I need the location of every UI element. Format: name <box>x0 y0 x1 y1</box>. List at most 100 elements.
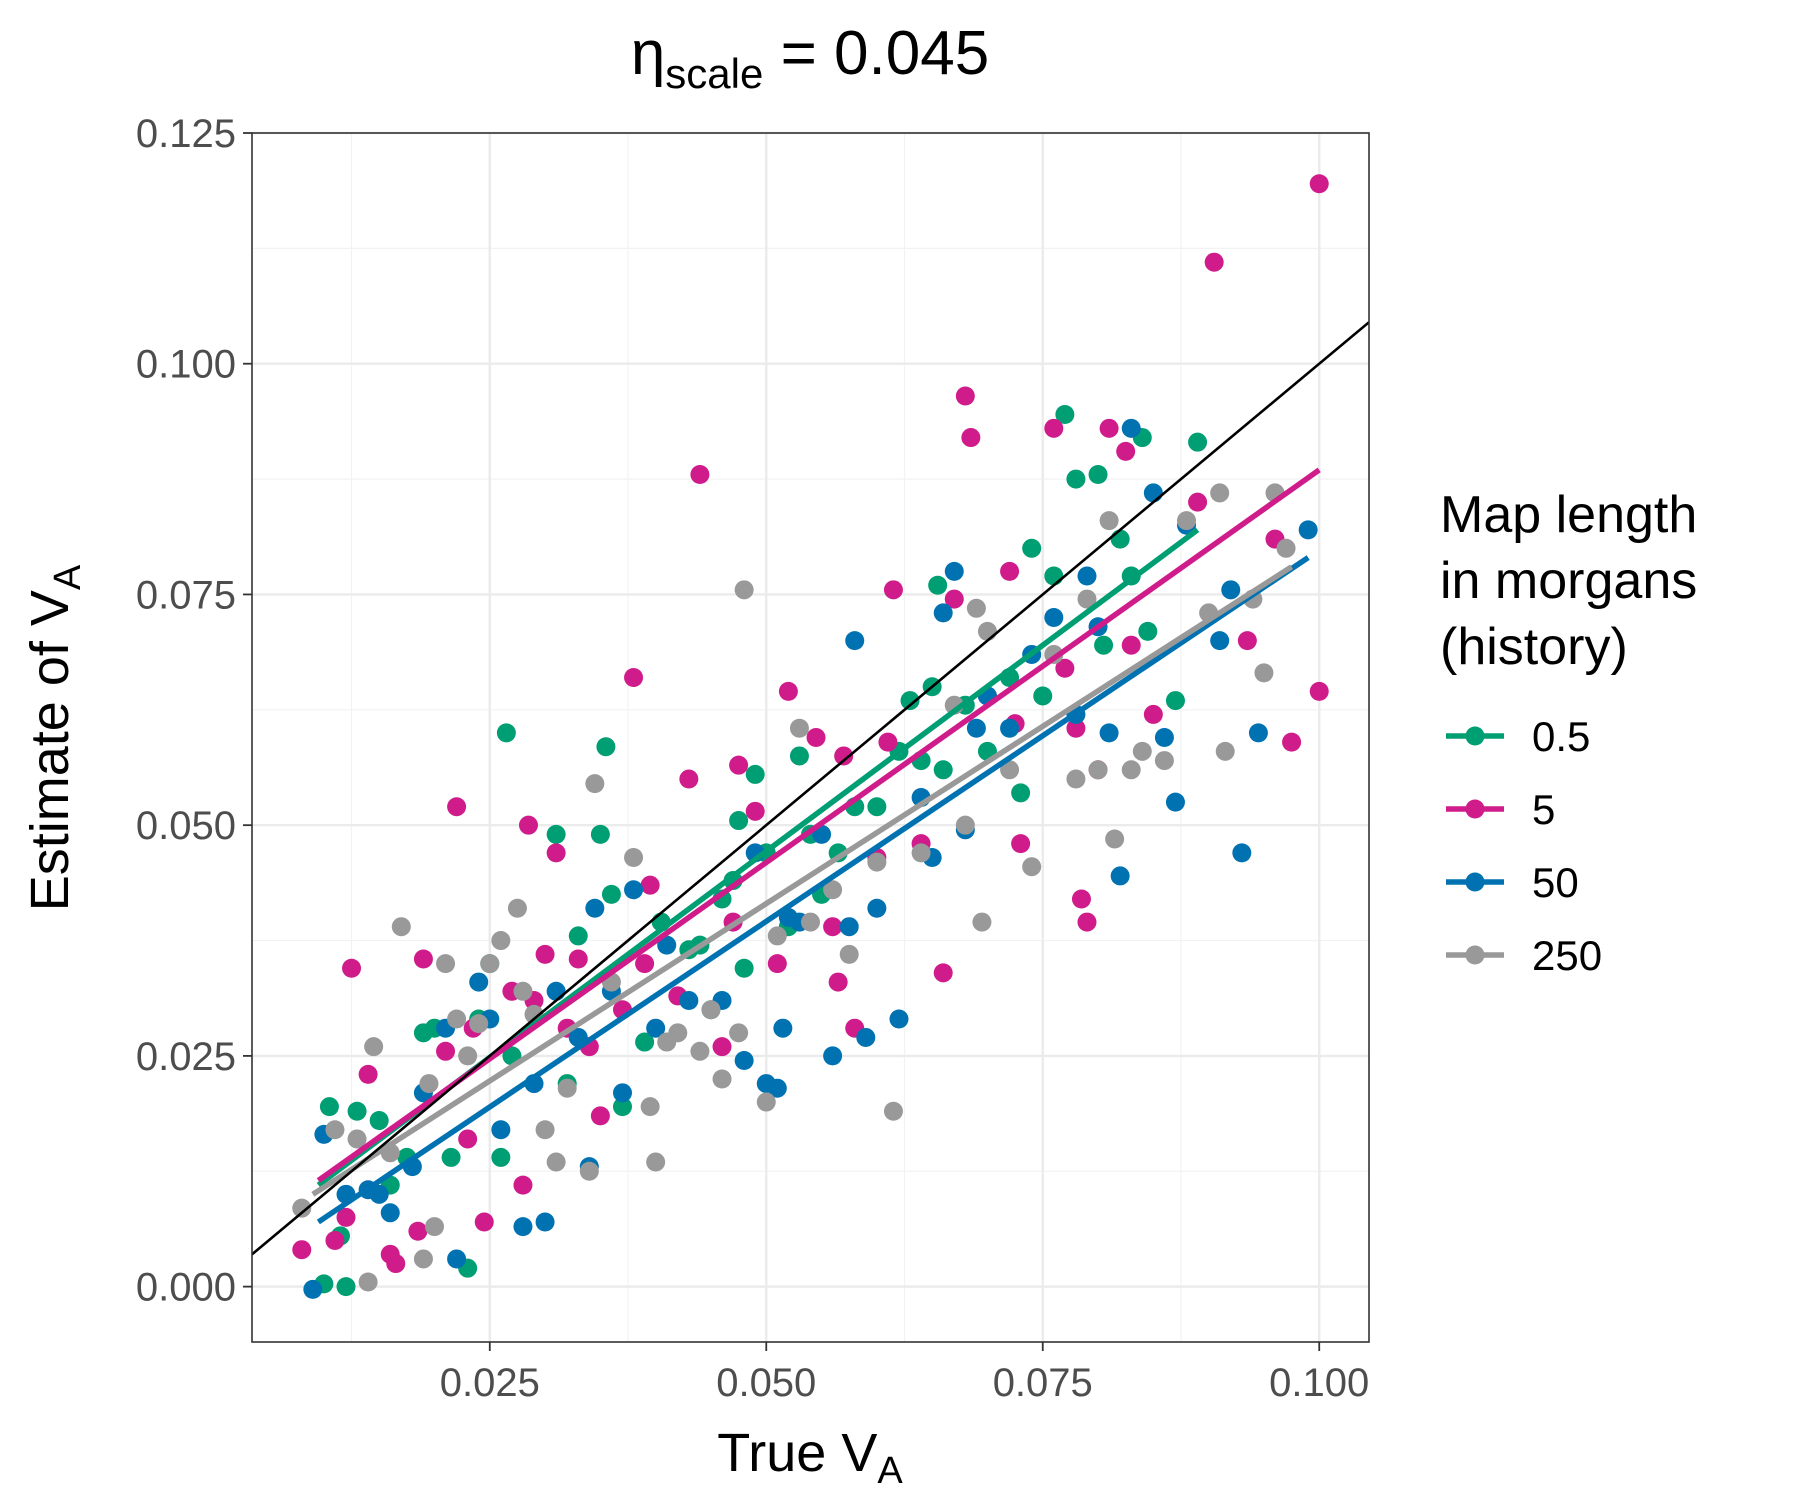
point-50-58 <box>1154 728 1174 747</box>
point-5-8 <box>413 949 433 969</box>
point-0-5-22 <box>601 884 621 904</box>
point-250-16 <box>507 898 527 918</box>
point-250-14 <box>480 954 500 974</box>
point-50-62 <box>1221 580 1241 600</box>
point-5-11 <box>458 1129 478 1149</box>
point-250-50 <box>1022 857 1042 877</box>
point-5-21 <box>568 949 588 969</box>
point-250-2 <box>347 1129 367 1149</box>
legend-label-250: 250 <box>1532 932 1602 979</box>
point-5-31 <box>712 1037 732 1057</box>
point-50-63 <box>1232 843 1252 863</box>
point-50-9 <box>447 1249 467 1269</box>
point-5-48 <box>955 386 975 406</box>
point-250-9 <box>424 1217 444 1237</box>
point-5-0 <box>292 1240 312 1260</box>
x-axis-title: True VA <box>717 1423 903 1492</box>
legend-key-point-5 <box>1465 799 1485 819</box>
y-axis-ticks: 0.000 0.025 0.050 0.075 0.100 0.125 <box>136 112 252 1310</box>
point-50-31 <box>773 1018 793 1038</box>
point-250-35 <box>756 1092 776 1112</box>
point-250-46 <box>966 598 986 618</box>
legend-title-line-2: in morgans <box>1440 552 1697 610</box>
point-5-25 <box>624 668 644 688</box>
point-5-6 <box>386 1254 406 1274</box>
point-50-55 <box>1110 866 1130 886</box>
point-250-39 <box>823 880 843 900</box>
point-250-31 <box>701 1000 721 1020</box>
point-5-27 <box>640 875 660 895</box>
point-0-5-51 <box>1011 783 1031 803</box>
point-5-58 <box>1077 912 1097 932</box>
point-50-21 <box>612 1083 632 1103</box>
point-250-67 <box>1276 538 1296 558</box>
point-5-3 <box>342 958 362 978</box>
point-50-19 <box>585 898 605 918</box>
fit-line-5 <box>316 467 1321 1183</box>
point-5-26 <box>635 954 655 974</box>
point-0-5-41 <box>867 797 887 817</box>
y-tick-label-4: 0.100 <box>136 343 236 387</box>
point-0-5-47 <box>933 760 953 780</box>
y-tick-label-0: 0.000 <box>136 1266 236 1310</box>
point-5-4 <box>358 1064 378 1084</box>
point-0-5-10 <box>441 1147 461 1167</box>
point-250-7 <box>413 1249 433 1269</box>
legend-key-0-5 <box>1446 726 1504 746</box>
point-50-15 <box>535 1212 555 1232</box>
point-5-38 <box>823 917 843 937</box>
point-5-49 <box>961 428 981 448</box>
legend-key-5 <box>1446 799 1504 819</box>
point-250-26 <box>640 1097 660 1117</box>
point-0-5-24 <box>635 1032 655 1052</box>
point-50-50 <box>1044 608 1064 628</box>
point-50-5 <box>380 1203 400 1223</box>
point-5-54 <box>1044 418 1064 438</box>
point-5-2 <box>336 1207 356 1227</box>
points-layer <box>292 174 1329 1299</box>
y-tick-label-3: 0.075 <box>136 573 236 617</box>
point-50-43 <box>933 603 953 623</box>
point-0-5-20 <box>590 824 610 844</box>
point-50-16 <box>546 981 566 1001</box>
point-250-53 <box>1077 589 1097 609</box>
x-tick-label-1: 0.050 <box>716 1361 816 1405</box>
point-5-55 <box>1055 658 1075 678</box>
legend-title-line-1: Map length <box>1440 486 1697 544</box>
point-5-37 <box>806 728 826 747</box>
point-0-5-36 <box>789 746 809 766</box>
point-250-23 <box>585 774 605 794</box>
point-5-1 <box>325 1230 345 1250</box>
point-50-59 <box>1165 792 1185 812</box>
point-250-22 <box>579 1161 599 1181</box>
point-250-27 <box>646 1152 666 1172</box>
legend-key-point-50 <box>1465 872 1485 892</box>
point-250-59 <box>1154 751 1174 771</box>
point-0-5-55 <box>1055 404 1075 424</box>
point-5-63 <box>1143 704 1163 724</box>
point-5-44 <box>883 580 903 600</box>
point-250-29 <box>668 1023 688 1043</box>
point-250-37 <box>789 718 809 738</box>
point-5-56 <box>1066 718 1086 738</box>
identity-layer <box>252 321 1369 1256</box>
point-5-68 <box>1282 732 1302 752</box>
point-5-29 <box>679 769 699 789</box>
point-250-33 <box>729 1023 749 1043</box>
point-250-11 <box>447 1009 467 1029</box>
point-0-5-15 <box>496 723 516 743</box>
point-5-61 <box>1116 441 1136 461</box>
point-250-60 <box>1177 511 1197 531</box>
point-250-54 <box>1088 760 1108 780</box>
point-250-15 <box>491 931 511 951</box>
legend-key-point-0-5 <box>1465 726 1485 746</box>
point-0-5-4 <box>347 1101 367 1121</box>
point-0-5-31 <box>729 811 749 831</box>
point-0-5-19 <box>568 926 588 946</box>
point-250-58 <box>1132 741 1152 761</box>
x-tick-label-3: 0.100 <box>1269 1361 1369 1405</box>
point-250-48 <box>977 621 997 641</box>
point-50-64 <box>1248 723 1268 743</box>
point-0-5-32 <box>734 958 754 978</box>
